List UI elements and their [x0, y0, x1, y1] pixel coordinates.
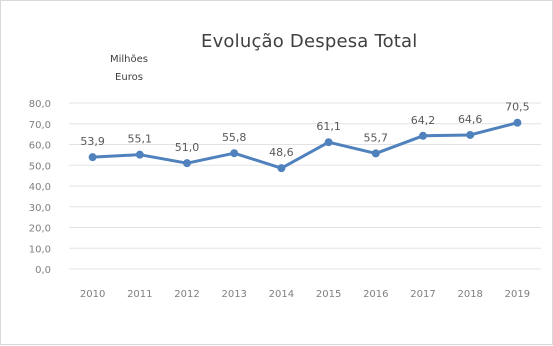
- y-tick-label-1: 10,0: [29, 244, 51, 255]
- y-tick-label-3: 30,0: [29, 203, 51, 214]
- data-label-2019: 70,5: [505, 101, 530, 114]
- unit-label-line2: Euros: [115, 72, 143, 83]
- y-tick-label-8: 80,0: [29, 99, 51, 110]
- data-point-2016: [371, 149, 380, 158]
- y-tick-label-0: 0,0: [35, 265, 51, 276]
- x-tick-label-2010: 2010: [80, 289, 105, 300]
- x-tick-label-2013: 2013: [221, 289, 246, 300]
- data-point-2018: [466, 130, 475, 139]
- x-tick-label-2019: 2019: [505, 289, 530, 300]
- x-tick-label-2012: 2012: [174, 289, 199, 300]
- x-tick-label-2017: 2017: [410, 289, 435, 300]
- data-point-2017: [419, 131, 427, 140]
- data-point-2014: [277, 164, 286, 173]
- data-point-2011: [135, 150, 144, 159]
- data-point-2019: [513, 118, 522, 127]
- data-label-2010: 53,9: [80, 135, 105, 148]
- y-tick-label-7: 70,0: [29, 120, 51, 131]
- data-label-2017: 64,2: [411, 114, 436, 127]
- data-label-2012: 51,0: [175, 141, 200, 154]
- x-tick-label-2011: 2011: [127, 289, 152, 300]
- x-tick-label-2016: 2016: [363, 289, 388, 300]
- data-point-2012: [183, 159, 191, 168]
- x-tick-label-2015: 2015: [316, 289, 341, 300]
- data-point-2010: [88, 153, 97, 162]
- unit-label-line1: Milhões: [109, 54, 148, 65]
- data-label-2011: 55,1: [128, 133, 153, 146]
- data-point-2015: [324, 138, 333, 147]
- y-tick-label-5: 50,0: [29, 161, 51, 172]
- x-tick-label-2014: 2014: [269, 289, 294, 300]
- y-tick-label-6: 60,0: [29, 141, 51, 152]
- x-tick-label-2018: 2018: [457, 289, 482, 300]
- data-label-2015: 61,1: [316, 120, 341, 133]
- data-point-2013: [230, 149, 239, 158]
- data-label-2018: 64,6: [458, 113, 483, 126]
- unit-label: Milhões Euros: [99, 51, 159, 87]
- data-label-2014: 48,6: [269, 146, 294, 159]
- chart-title: Evolução Despesa Total: [201, 31, 418, 52]
- data-label-2016: 55,7: [364, 131, 389, 144]
- series-line-0: [92, 121, 518, 170]
- y-tick-label-4: 40,0: [29, 182, 51, 193]
- data-label-2013: 55,8: [222, 131, 247, 144]
- y-tick-label-2: 20,0: [29, 224, 51, 235]
